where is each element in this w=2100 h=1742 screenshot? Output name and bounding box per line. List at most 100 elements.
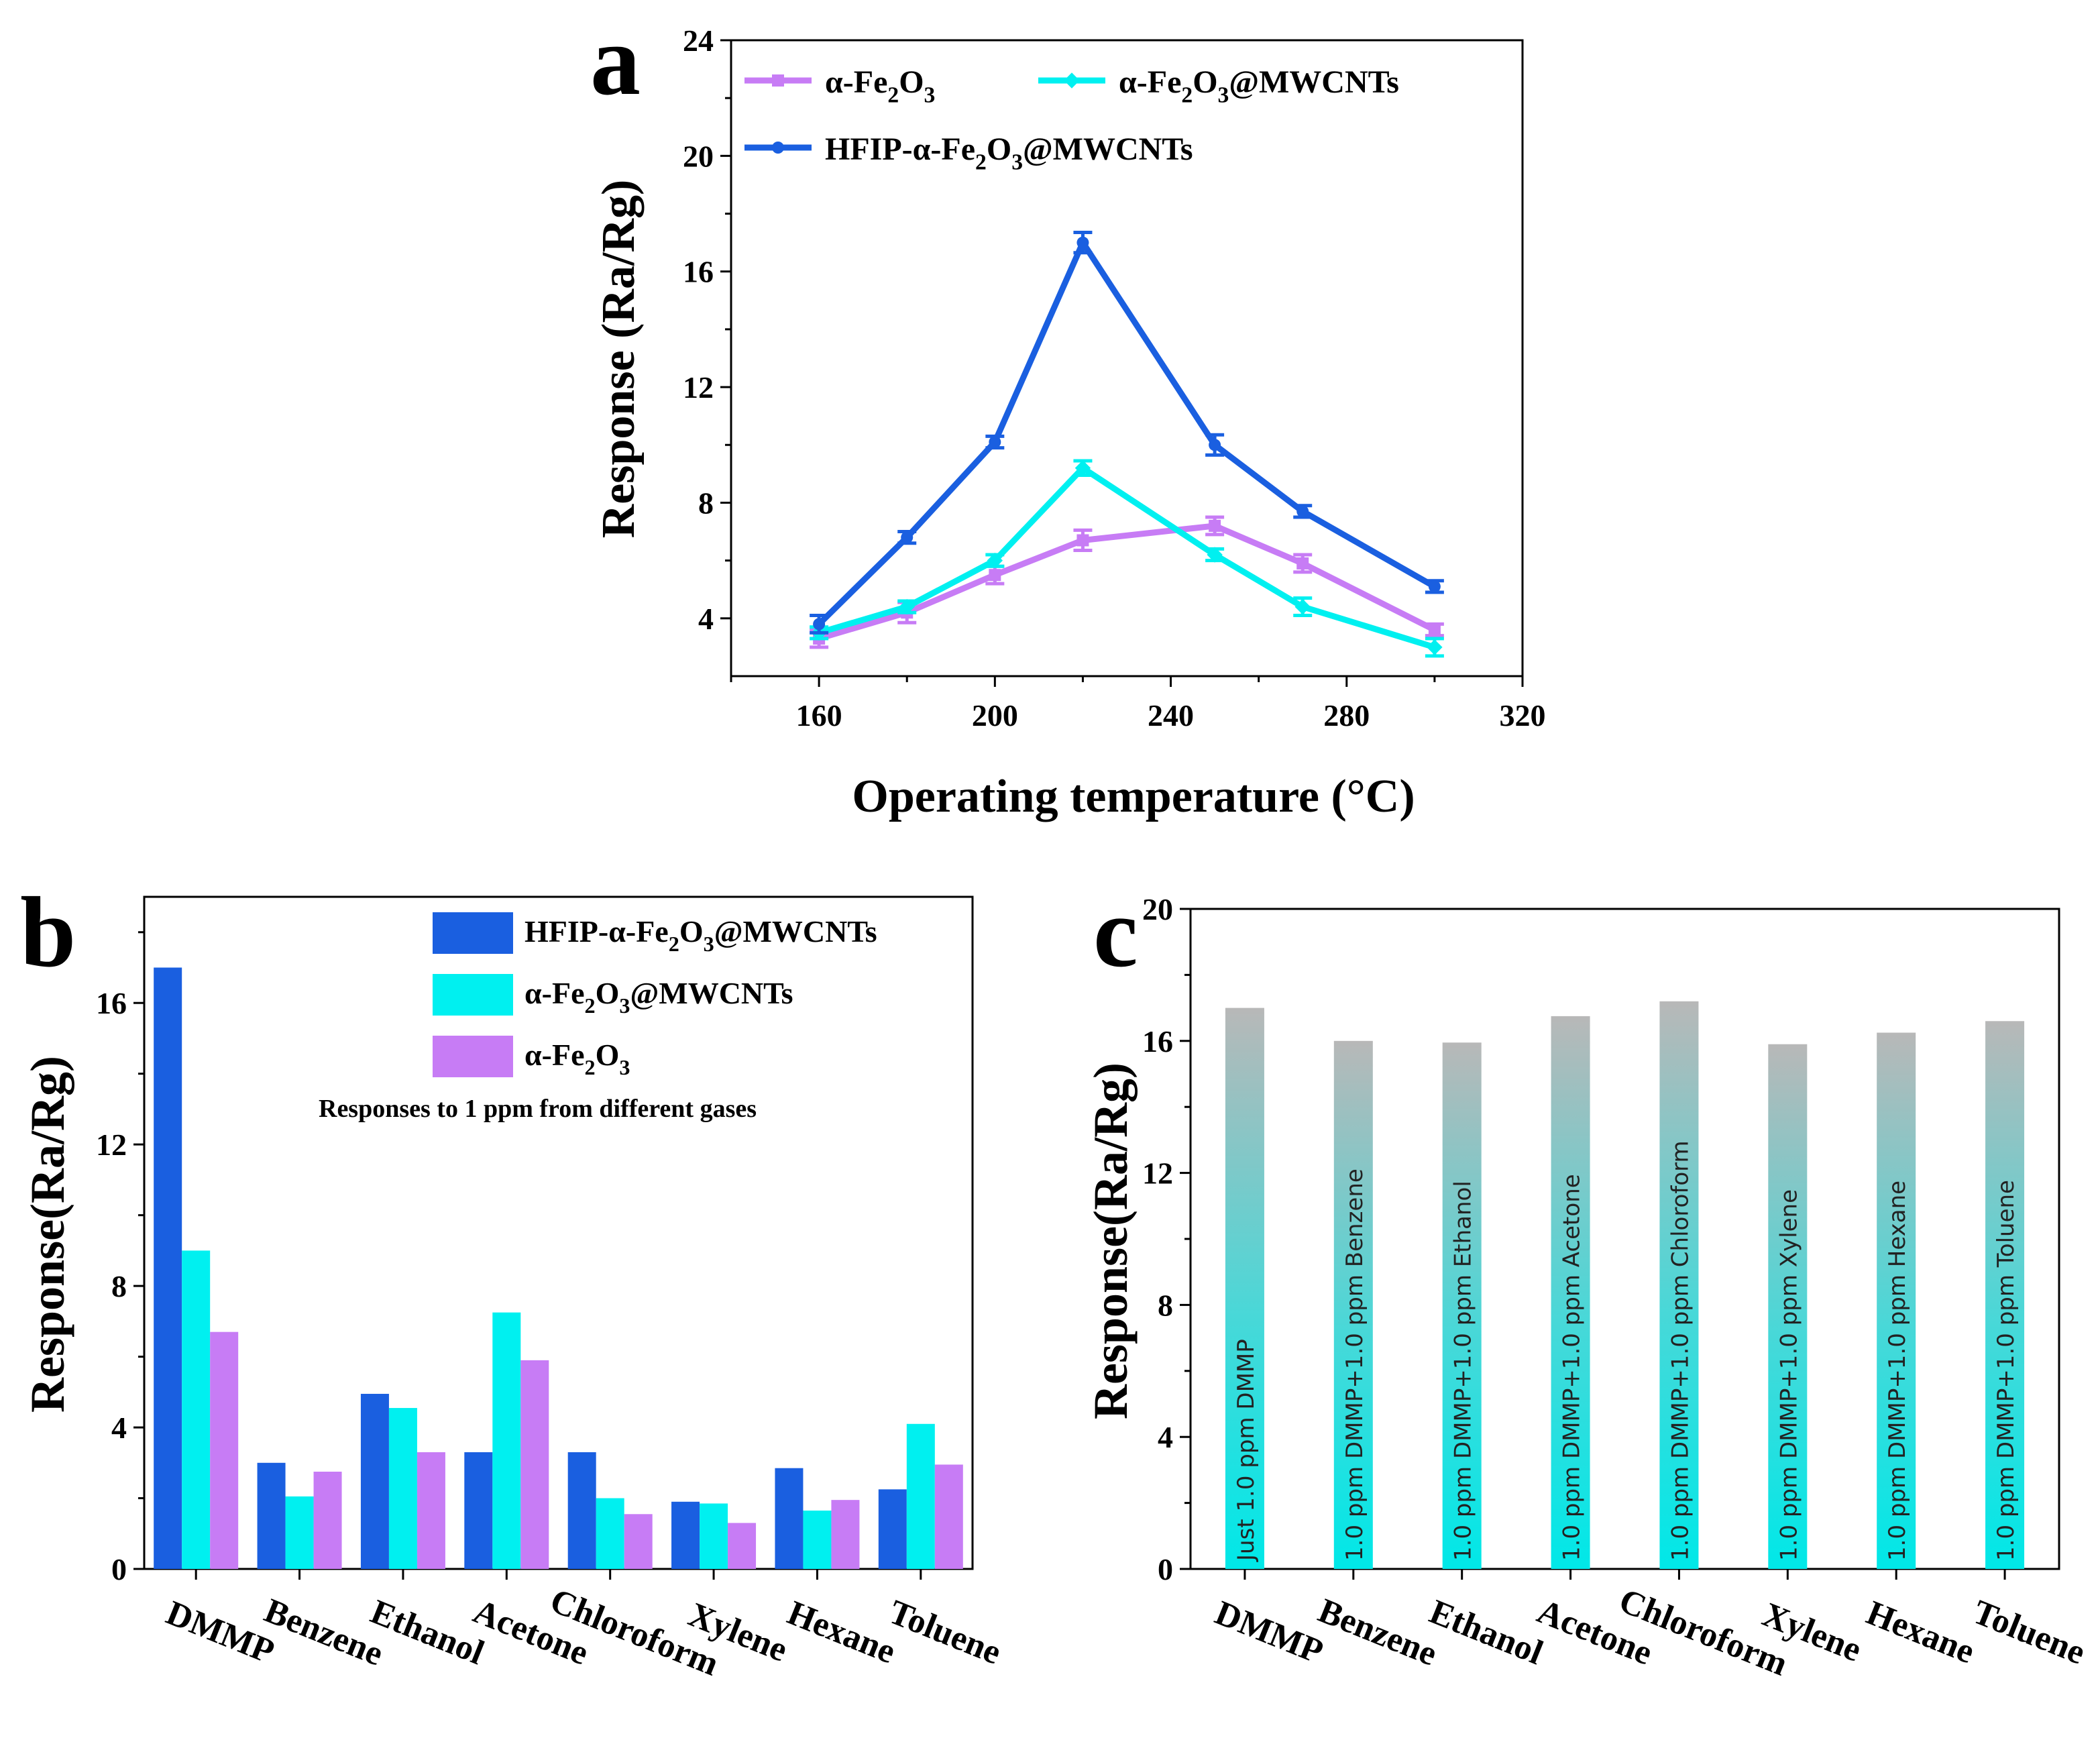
y-tick-label: 4 [111,1411,127,1445]
y-tick-label: 16 [683,255,714,289]
x-tick-label: 240 [1148,698,1194,732]
data-point [1074,460,1091,476]
bar-label: Just 1.0 ppm DMMP [1233,1339,1260,1562]
bar-label: 1.0 ppm DMMP+1.0 ppm Hexane [1884,1181,1911,1561]
bar-hfip [464,1452,493,1569]
y-tick-label: 16 [1142,1024,1173,1058]
data-point [899,598,915,615]
y-tick-label: 4 [1158,1420,1173,1454]
bar-mwcnt [906,1423,935,1569]
bar-fe2o3 [624,1514,653,1569]
panel-b-bar-chart: b 0 4 8 12 16 Response(Ra/Rg) DMMPBenzeneEthano… [20,877,1007,1684]
plot-frame [143,895,974,1570]
data-point [1296,557,1309,569]
y-axis-label: Response(Ra/Rg) [1084,1063,1138,1419]
bar-fe2o3 [728,1523,757,1569]
bar-hfip [878,1489,907,1569]
x-tick-label: 320 [1500,698,1546,732]
data-point [1428,624,1441,637]
y-tick-label: 20 [1142,892,1173,926]
bar [1768,1044,1808,1569]
y-tick-label: 8 [698,486,714,520]
data-point [1076,236,1089,249]
panel-label: b [20,877,76,988]
plot-frame [1189,908,2060,1570]
bar [1333,1040,1373,1569]
y-tick-label: 12 [683,370,714,404]
bar-fe2o3 [520,1360,549,1569]
legend-marker [1064,72,1080,89]
x-tick-label: Hexane [1861,1594,1980,1672]
panel-a-line-chart: a 4 8 12 16 20 24 160 200 240 280 320 Operating temp… [590,5,1546,822]
x-tick-label: Benzene [259,1592,388,1674]
y-tick-label: 4 [698,602,714,636]
legend-label: α-Fe2O3@MWCNTs [524,976,793,1018]
bar-fe2o3 [210,1331,239,1569]
panel-c-bar-chart: c 0 4 8 12 16 20 Response(Ra/Rg) Just 1.0 ppm DM… [1084,877,2091,1684]
bar [1877,1032,1916,1569]
legend-label: α-Fe2O3 [825,64,935,107]
y-tick-label: 16 [96,986,127,1020]
bar-mwcnt [388,1408,417,1569]
legend: α-Fe2O3 α-Fe2O3@MWCNTs HFIP-α-Fe2O3@MWCNTs [744,64,1399,174]
series-line [816,239,1437,627]
x-tick-label: 200 [972,698,1018,732]
data-point [1294,598,1311,615]
legend: HFIP-α-Fe2O3@MWCNTs α-Fe2O3@MWCNTs α-Fe2O3 [433,912,877,1079]
legend-swatch [433,912,513,954]
x-tick-label: DMMP [1210,1594,1329,1672]
y-axis-label: Response(Ra/Rg) [21,1056,74,1413]
bar [1442,1042,1482,1569]
legend-label: HFIP-α-Fe2O3@MWCNTs [524,914,877,956]
data-point [987,552,1003,569]
bar-mwcnt [182,1250,211,1569]
bar-hfip [257,1462,286,1569]
bar-hfip [154,967,182,1569]
data-point [989,569,1001,582]
y-tick-label: 0 [1158,1552,1173,1586]
bar-mwcnt [285,1496,314,1569]
bar-label: 1.0 ppm DMMP+1.0 ppm Chloroform [1667,1140,1694,1561]
bar [1985,1021,2025,1569]
data-point [1209,519,1221,532]
bar-mwcnt [492,1312,521,1569]
series-hfip [810,231,1444,635]
bar-fe2o3 [831,1500,860,1569]
bar [1551,1016,1590,1569]
data-point [1427,639,1443,655]
legend-label: α-Fe2O3@MWCNTs [1119,64,1399,107]
x-tick-label: Hexane [782,1594,901,1672]
bar-hfip [567,1452,596,1569]
bar [1225,1008,1264,1569]
y-tick-label: 12 [96,1128,127,1162]
x-tick-label: Ethanol [366,1592,490,1672]
bar-hfip [671,1501,700,1569]
bar-mwcnt [803,1510,832,1569]
series-fe2o3 [810,515,1444,649]
x-tick-label: Toluene [883,1593,1006,1672]
panel-label: a [590,5,641,116]
y-tick-label: 8 [111,1269,127,1303]
x-tick-label: 280 [1323,698,1370,732]
y-tick-label: 8 [1158,1288,1173,1322]
data-point [1076,534,1089,547]
legend-label: α-Fe2O3 [524,1038,630,1079]
y-tick-label: 12 [1142,1156,1173,1191]
data-point [1209,439,1221,451]
bar-label: 1.0 ppm DMMP+1.0 ppm Acetone [1559,1174,1586,1561]
bar-fe2o3 [313,1471,342,1569]
data-point [813,618,826,631]
bar-hfip [360,1393,389,1569]
chart-note: Responses to 1 ppm from different gases [319,1095,757,1123]
y-axis-label: Response (Ra/Rg) [593,180,645,539]
plot-frame [730,39,1524,677]
y-tick-label: 0 [111,1552,127,1586]
x-axis-label: Operating temperature (°C) [852,771,1415,822]
data-point [1296,505,1309,518]
data-point [901,531,914,544]
series-line [818,465,1436,651]
x-tick-label: Toluene [1968,1593,2091,1672]
legend-swatch [433,1036,513,1077]
bar-label: 1.0 ppm DMMP+1.0 ppm Xylene [1775,1189,1802,1561]
